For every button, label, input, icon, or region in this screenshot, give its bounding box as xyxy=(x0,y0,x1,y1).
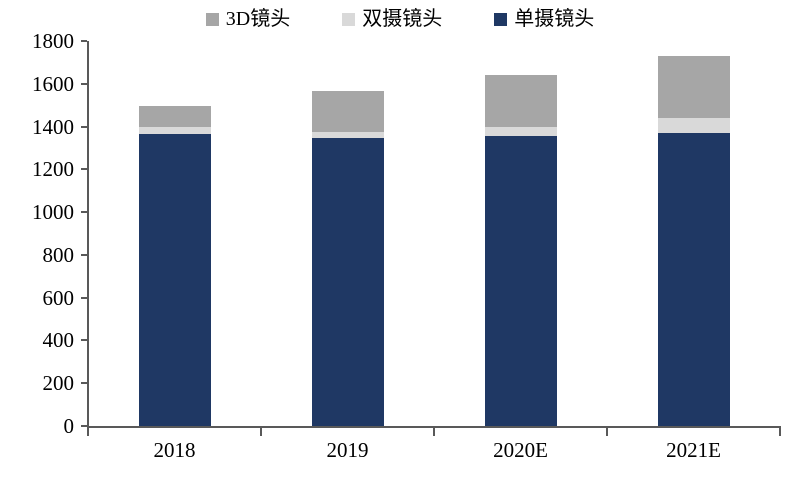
legend-item-3d-lens: 3D镜头 xyxy=(205,8,291,30)
y-tick-mark xyxy=(81,125,87,128)
y-tick-label-1400: 1400 xyxy=(32,114,74,139)
x-category-label-2019: 2019 xyxy=(326,438,369,462)
y-tick-label-1600: 1600 xyxy=(32,71,74,96)
y-tick-label-200: 200 xyxy=(42,371,75,396)
y-tick-label-400: 400 xyxy=(42,328,75,353)
bar-2019-segment-3d-lens xyxy=(311,91,384,132)
y-tick-mark xyxy=(81,211,87,214)
y-tick-label-0: 0 xyxy=(63,414,75,438)
y-axis-line xyxy=(87,41,89,428)
legend-item-single-lens: 单摄镜头 xyxy=(494,8,594,30)
y-tick-label-1800: 1800 xyxy=(32,29,74,53)
bar-2020E-segment-dual-lens xyxy=(484,126,557,137)
y-tick-label-600: 600 xyxy=(42,285,75,310)
y-tick-mark xyxy=(81,382,87,385)
legend-item-dual-lens: 双摄镜头 xyxy=(342,8,442,30)
x-tick-mark xyxy=(433,428,435,436)
y-tick-mark xyxy=(81,253,87,256)
bar-2019-segment-single-lens xyxy=(311,138,384,426)
y-tick-mark xyxy=(81,425,87,427)
y-tick-mark xyxy=(81,40,87,42)
y-tick-mark xyxy=(81,82,87,85)
bar-2018-segment-dual-lens xyxy=(138,126,211,135)
bar-2020E-segment-3d-lens xyxy=(484,75,557,127)
legend-label-single-lens: 单摄镜头 xyxy=(514,8,595,30)
x-tick-mark xyxy=(260,428,262,436)
legend-swatch-single-lens xyxy=(494,12,508,26)
y-tick-mark xyxy=(81,296,87,299)
y-tick-label-1200: 1200 xyxy=(32,157,74,182)
legend-swatch-dual-lens xyxy=(342,12,356,26)
legend: 3D镜头 双摄镜头 单摄镜头 xyxy=(0,6,800,32)
bar-2021E-segment-single-lens xyxy=(657,132,730,426)
x-tick-mark xyxy=(779,428,781,436)
y-tick-label-1000: 1000 xyxy=(32,200,74,225)
x-tick-mark xyxy=(87,428,89,436)
x-tick-mark xyxy=(606,428,608,436)
y-tick-mark xyxy=(81,168,87,171)
y-tick-mark xyxy=(81,339,87,342)
legend-label-dual-lens: 双摄镜头 xyxy=(362,8,443,30)
bar-2020E-segment-single-lens xyxy=(484,136,557,426)
bar-2021E-segment-dual-lens xyxy=(657,118,730,133)
bar-2021E-segment-3d-lens xyxy=(657,55,730,118)
x-category-label-2018: 2018 xyxy=(153,438,196,462)
legend-swatch-3d-lens xyxy=(205,12,219,26)
bar-2019-segment-dual-lens xyxy=(311,131,384,139)
bar-2018-segment-3d-lens xyxy=(138,106,211,127)
x-category-label-2020E: 2020E xyxy=(493,438,548,462)
x-category-label-2021E: 2021E xyxy=(666,438,721,462)
y-tick-label-800: 800 xyxy=(42,242,75,267)
legend-label-3d-lens: 3D镜头 xyxy=(225,8,291,30)
bar-2018-segment-single-lens xyxy=(138,134,211,426)
x-axis-line xyxy=(87,426,781,428)
